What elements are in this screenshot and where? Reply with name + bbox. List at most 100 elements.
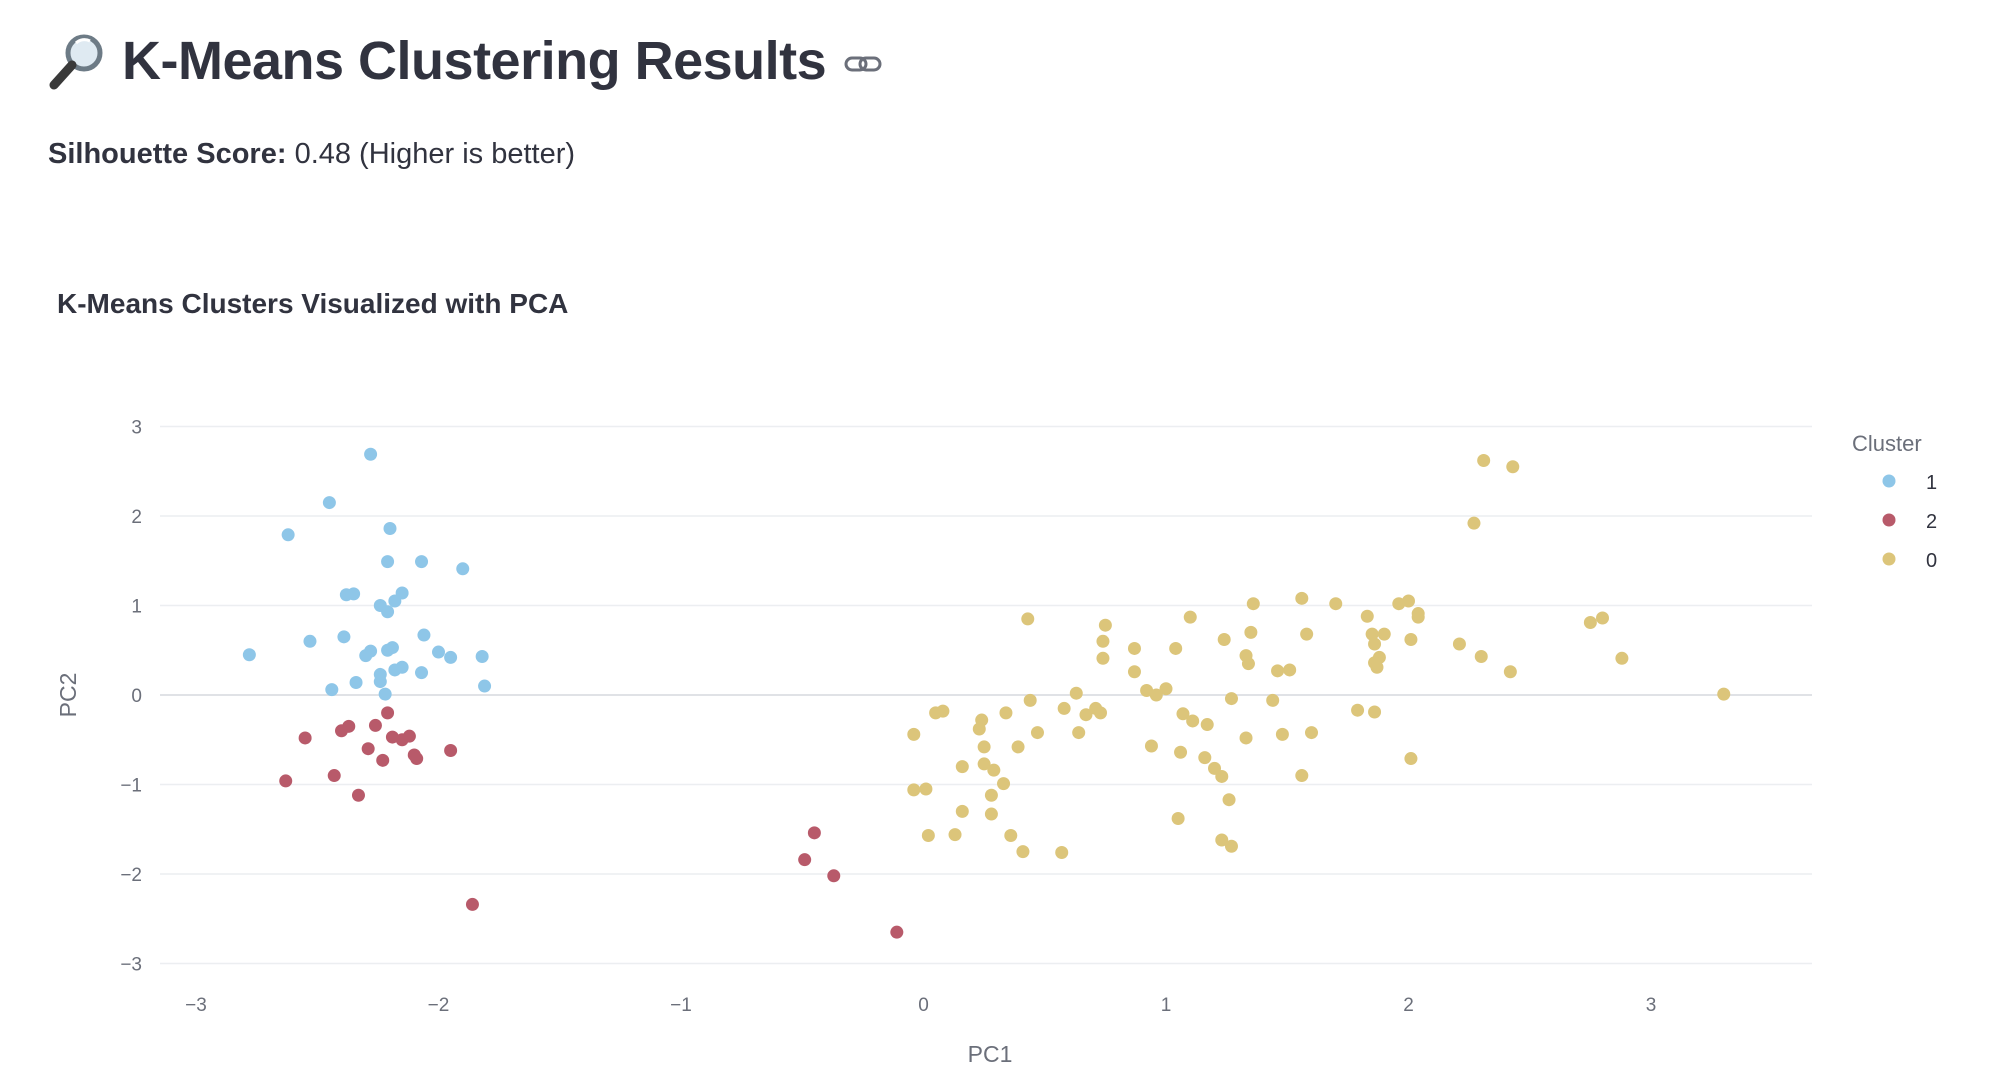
- data-point[interactable]: [281, 528, 295, 542]
- data-point[interactable]: [1360, 609, 1374, 623]
- data-point[interactable]: [1186, 714, 1200, 728]
- data-point[interactable]: [955, 804, 969, 818]
- data-point[interactable]: [1098, 618, 1112, 632]
- data-point[interactable]: [298, 731, 312, 745]
- data-point[interactable]: [1215, 769, 1229, 783]
- data-point[interactable]: [984, 807, 998, 821]
- link-icon[interactable]: [844, 52, 882, 76]
- data-point[interactable]: [1467, 516, 1481, 530]
- data-point[interactable]: [351, 788, 365, 802]
- data-point[interactable]: [322, 496, 336, 510]
- data-point[interactable]: [415, 555, 429, 569]
- data-point[interactable]: [1452, 637, 1466, 651]
- data-point[interactable]: [1171, 812, 1185, 826]
- data-point[interactable]: [1411, 610, 1425, 624]
- data-point[interactable]: [339, 588, 353, 602]
- data-point[interactable]: [432, 645, 445, 659]
- data-point[interactable]: [1404, 752, 1418, 766]
- data-point[interactable]: [303, 634, 317, 648]
- data-point[interactable]: [359, 649, 373, 663]
- data-point[interactable]: [1224, 839, 1238, 853]
- data-point[interactable]: [1215, 833, 1229, 847]
- data-point[interactable]: [955, 760, 969, 774]
- data-point[interactable]: [1329, 597, 1343, 611]
- data-point[interactable]: [415, 666, 429, 680]
- data-point[interactable]: [919, 782, 933, 796]
- data-point[interactable]: [1717, 687, 1731, 701]
- data-point[interactable]: [475, 650, 489, 664]
- data-point[interactable]: [364, 447, 378, 461]
- data-point[interactable]: [478, 679, 492, 693]
- data-point[interactable]: [1183, 610, 1197, 624]
- data-point[interactable]: [1094, 706, 1108, 720]
- data-point[interactable]: [327, 769, 341, 783]
- data-point[interactable]: [1275, 727, 1289, 741]
- data-point[interactable]: [921, 829, 935, 843]
- data-point[interactable]: [383, 522, 397, 536]
- data-point[interactable]: [907, 783, 921, 797]
- data-point[interactable]: [456, 562, 470, 576]
- data-point[interactable]: [936, 704, 950, 718]
- data-point[interactable]: [1365, 627, 1379, 641]
- data-point[interactable]: [1174, 745, 1188, 759]
- data-point[interactable]: [977, 757, 991, 771]
- data-point[interactable]: [948, 828, 962, 842]
- data-point[interactable]: [1474, 650, 1488, 664]
- data-point[interactable]: [1224, 692, 1238, 706]
- data-point[interactable]: [1615, 651, 1629, 665]
- data-point[interactable]: [1241, 657, 1255, 671]
- data-point[interactable]: [1402, 594, 1415, 608]
- data-point[interactable]: [376, 753, 390, 767]
- data-point[interactable]: [1368, 637, 1382, 651]
- data-point[interactable]: [1004, 829, 1018, 843]
- data-point[interactable]: [1222, 793, 1236, 807]
- data-point[interactable]: [378, 687, 392, 701]
- data-point[interactable]: [1127, 665, 1141, 679]
- legend-item-2[interactable]: 2: [1882, 511, 1938, 533]
- data-point[interactable]: [335, 724, 348, 738]
- data-point[interactable]: [798, 853, 812, 867]
- data-point[interactable]: [373, 675, 387, 689]
- legend-item-0[interactable]: 0: [1882, 550, 1938, 572]
- data-point[interactable]: [1305, 726, 1318, 740]
- series-0[interactable]: [907, 454, 1731, 860]
- data-point[interactable]: [325, 683, 339, 697]
- data-point[interactable]: [1266, 693, 1280, 707]
- data-point[interactable]: [1140, 684, 1154, 698]
- data-point[interactable]: [1198, 751, 1212, 765]
- data-point[interactable]: [381, 605, 395, 619]
- data-point[interactable]: [1127, 641, 1141, 655]
- data-point[interactable]: [1368, 705, 1382, 719]
- data-point[interactable]: [1169, 641, 1183, 655]
- data-point[interactable]: [1295, 769, 1309, 783]
- data-point[interactable]: [1404, 633, 1418, 647]
- data-point[interactable]: [395, 733, 409, 747]
- data-point[interactable]: [827, 869, 841, 883]
- data-point[interactable]: [997, 777, 1011, 791]
- data-point[interactable]: [987, 763, 1001, 777]
- data-point[interactable]: [999, 706, 1013, 720]
- data-point[interactable]: [1200, 718, 1214, 732]
- data-point[interactable]: [1096, 651, 1110, 665]
- data-point[interactable]: [1030, 726, 1044, 740]
- data-point[interactable]: [1023, 693, 1037, 707]
- data-point[interactable]: [1217, 633, 1231, 647]
- data-point[interactable]: [1021, 612, 1035, 626]
- data-point[interactable]: [1144, 739, 1158, 753]
- data-point[interactable]: [388, 594, 402, 608]
- data-point[interactable]: [1503, 665, 1517, 679]
- data-point[interactable]: [1057, 701, 1071, 715]
- data-point[interactable]: [1149, 688, 1163, 702]
- data-point[interactable]: [381, 643, 395, 657]
- data-point[interactable]: [1011, 740, 1025, 754]
- data-point[interactable]: [381, 706, 395, 720]
- data-point[interactable]: [1239, 731, 1253, 745]
- series-1[interactable]: [242, 447, 492, 701]
- data-point[interactable]: [1244, 625, 1258, 639]
- data-point[interactable]: [1096, 634, 1110, 648]
- data-point[interactable]: [1596, 611, 1609, 625]
- data-point[interactable]: [1159, 682, 1173, 696]
- data-point[interactable]: [465, 897, 479, 911]
- data-point[interactable]: [1016, 845, 1030, 859]
- data-point[interactable]: [1351, 703, 1365, 717]
